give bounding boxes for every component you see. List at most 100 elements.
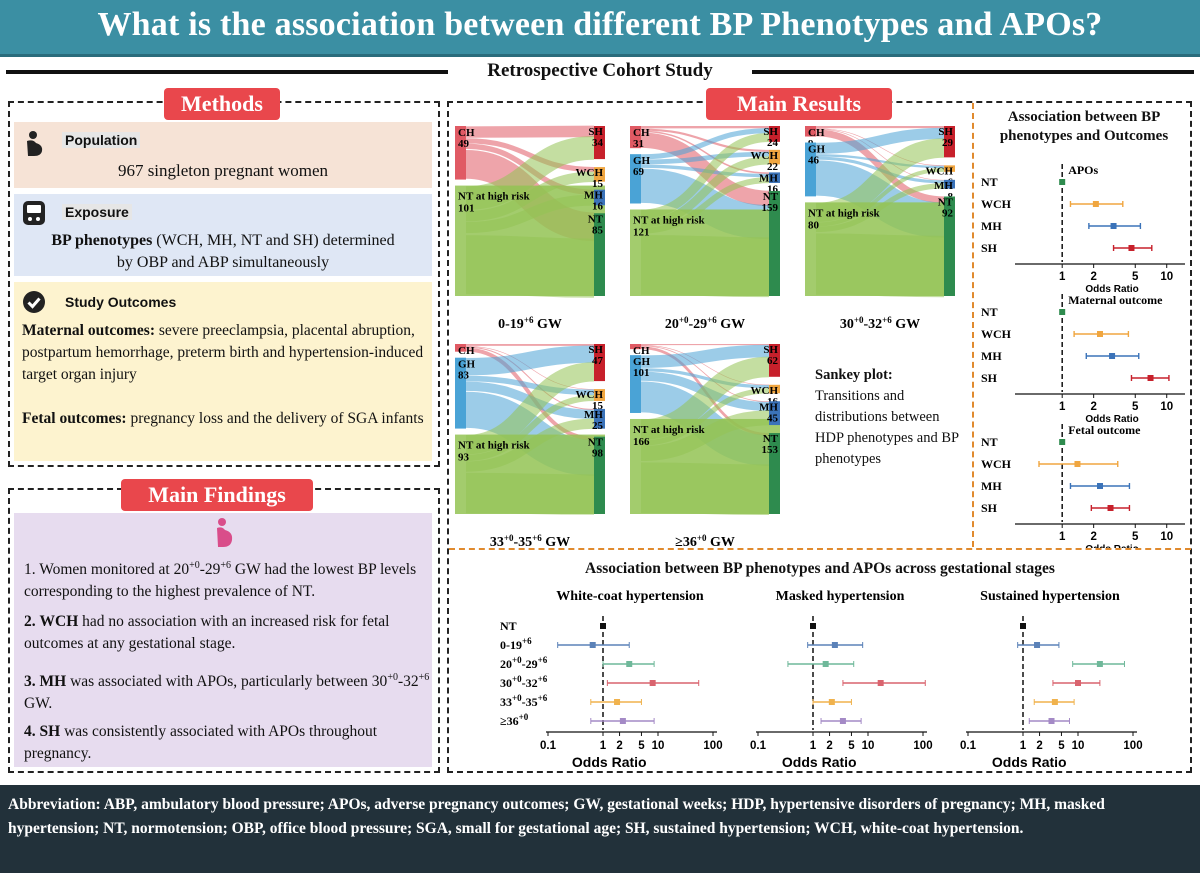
sankey-value-gh: 83: [458, 370, 470, 382]
abbreviation-footer: Abbreviation: ABP, ambulatory blood pres…: [0, 785, 1200, 873]
finding-4-number: 4.: [24, 723, 36, 740]
sankey-label-ch: CH: [458, 127, 475, 139]
results-heading: Main Results: [706, 88, 892, 120]
sankey-node-nt-at-high-risk: [805, 202, 955, 296]
forest-x-label: Odds Ratio: [1085, 544, 1138, 548]
sankey-value-nt-at-high-risk: 121: [633, 226, 650, 238]
finding-1-text-b: -29: [199, 561, 221, 579]
sankey-label-mh: MH: [584, 190, 603, 202]
stage-panel-title: Sustained hypertension: [980, 589, 1120, 604]
stage-row-label-part: -35: [522, 695, 538, 709]
stage-panel-1: White-coat hypertension 0.1 1 2 5 10 100 Odds R…: [540, 589, 723, 770]
stage-row-label-part: +0: [512, 655, 522, 665]
finding-2-number: 2.: [24, 613, 36, 630]
stage-row-label: 30+0-32+6: [500, 674, 548, 690]
forest-point: [1097, 483, 1104, 489]
forest-point: [1109, 353, 1116, 359]
forest-point: [1147, 375, 1154, 381]
stage-row-label-part: +6: [522, 636, 532, 646]
forest-row-label: SH: [981, 241, 998, 255]
forest-point: [1059, 179, 1066, 185]
sankey-label-nt-at-high-risk: NT at high risk: [633, 214, 706, 226]
forest-tick-label: 2: [1090, 531, 1096, 543]
finding-3: 3. MH was associated with APOs, particul…: [24, 667, 434, 715]
header-banner: [0, 0, 1200, 57]
sankey-node-mh: [769, 172, 780, 183]
sankey-node-nt-at-high-risk: [630, 209, 780, 296]
sankey-stage-label: 20+0-29+6 GW: [665, 315, 745, 332]
stage-tick-label: 2: [1036, 740, 1042, 752]
stage-row-label: 20+0-29+6: [500, 655, 548, 671]
sankey-stage-label-part: ≥36: [675, 535, 697, 548]
bp-monitor-icon: [23, 201, 45, 225]
sankey-stage-label: 30+0-32+6 GW: [840, 315, 920, 332]
sankey-label-sh: SH: [938, 126, 953, 138]
forest-tick-label: 1: [1059, 531, 1066, 543]
forest-row-label: MH: [981, 219, 1002, 233]
orange-divider-vertical: [972, 103, 974, 547]
sankey-label-nt: NT: [588, 437, 604, 449]
sankey-node-sh: [769, 344, 780, 377]
sankey-node-wch: [769, 384, 780, 394]
stage-tick-label: 0.1: [750, 740, 767, 752]
sankey-flow-gh-wch: [815, 154, 945, 169]
sankey-label-nt-at-high-risk: NT at high risk: [808, 207, 881, 219]
sankey-value-nt-at-high-risk: 166: [633, 436, 650, 448]
stage-tick-label: 100: [703, 740, 722, 752]
finding-1-sup-b: +6: [220, 560, 232, 571]
population-text: 967 singleton pregnant women: [117, 161, 329, 180]
sankey-value-gh: 101: [633, 367, 650, 379]
forest-tick-label: 1: [1059, 401, 1066, 413]
sankey-value-wch: 15: [592, 400, 604, 412]
sankey-label-nt-at-high-risk: NT at high risk: [458, 191, 531, 203]
stage-point: [589, 642, 596, 648]
sankey-stage-label: 33+0-35+6 GW: [490, 533, 570, 548]
sankey-stage-label-part: +6: [524, 315, 534, 325]
finding-4-text: was consistently associated with APOs th…: [24, 723, 378, 762]
sankey-flow-ch-mh: [465, 346, 595, 410]
stage-point: [614, 699, 621, 705]
sankey-node-ch: [630, 344, 641, 350]
stage-row-label-part: +0: [512, 674, 522, 684]
sankey-flow-ch-mh: [640, 345, 770, 403]
sankey-stage-label-part: -29: [688, 317, 707, 332]
stage-row-label-part: +6: [538, 655, 548, 665]
forest-panel-name: APOs: [1068, 163, 1098, 177]
sankey-value-sh: 62: [767, 355, 779, 367]
sankey-flow-gh-wch: [640, 151, 770, 165]
finding-1-sup-a: +0: [189, 560, 200, 571]
sankey-node-nt: [594, 213, 605, 296]
sankey-node-gh: [805, 142, 816, 197]
sankey-flow-gh-sh: [815, 127, 945, 154]
stage-row-label: 0-19+6: [500, 636, 532, 652]
sankey-node-gh: [630, 154, 641, 204]
stage-point: [831, 642, 838, 648]
sankey-label-nt: NT: [938, 197, 954, 209]
stage-row-label: 33+0-35+6: [500, 693, 548, 709]
stage-panel-title: White-coat hypertension: [556, 589, 704, 604]
stage-row-label: NT: [500, 619, 517, 633]
finding-1: 1. Women monitored at 20+0-29+6 GW had t…: [24, 555, 434, 603]
forest-outcome-panel-3: Fetal outcome NT WCH MH SH 1 2 5 10 Odds Ratio: [981, 423, 1185, 548]
sankey-stage-label-part: -35: [513, 535, 532, 548]
stage-point: [649, 680, 656, 686]
stage-point: [1048, 718, 1055, 724]
sankey-stage-label-part: +0: [679, 315, 689, 325]
forest-row-label: WCH: [981, 327, 1012, 341]
sankey-label-mh: MH: [759, 401, 778, 413]
stage-x-label: Odds Ratio: [572, 754, 647, 770]
forest-row-label: NT: [981, 305, 998, 319]
stage-point: [1051, 699, 1058, 705]
sankey-value-mh: 25: [592, 420, 604, 432]
sankey-value-mh: 16: [592, 201, 604, 213]
population-title: Population: [62, 132, 141, 148]
sankey-label-mh: MH: [584, 409, 603, 421]
sankey-node-sh: [594, 344, 605, 382]
forest-point: [1110, 223, 1117, 229]
sankey-stage-label: ≥36+0 GW: [675, 533, 735, 548]
finding-3-sup-a: +0: [387, 672, 398, 683]
finding-2: 2. WCH had no association with an increa…: [24, 611, 434, 655]
stage-point: [839, 718, 846, 724]
sankey-stage-label-part: 0-19: [498, 317, 524, 332]
